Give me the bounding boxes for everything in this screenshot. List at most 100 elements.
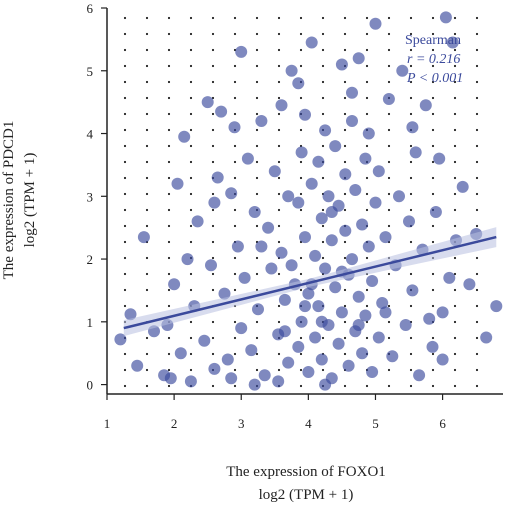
grid-dot [299,256,303,260]
grid-dot [233,32,237,36]
grid-dot [365,288,369,292]
grid-dot [387,288,391,292]
scatter-point [319,124,332,137]
scatter-point [171,177,184,190]
scatter-point [325,206,338,218]
scatter-point [456,180,469,193]
grid-dot [211,256,215,260]
scatter-point [439,11,452,24]
grid-dot [431,112,435,116]
x-tick-label: 5 [372,416,379,431]
grid-dot [211,80,215,84]
grid-dot [453,48,457,52]
grid-dot [189,320,193,324]
x-tick-label: 3 [238,416,245,431]
grid-dot [189,224,193,228]
grid-dot [387,128,391,132]
grid-dot [365,64,369,68]
grid-dot [189,128,193,132]
grid-dot [387,144,391,148]
grid-dot [123,208,127,212]
grid-dot [321,208,325,212]
grid-dot [431,336,435,340]
trend-line [123,235,497,330]
grid-dot [145,176,149,180]
grid-dot [255,256,259,260]
scatter-point [379,306,392,319]
grid-dot [409,96,413,100]
grid-dot [233,352,237,356]
scatter-point [372,331,385,344]
grid-dot [409,16,413,20]
scatter-point [164,372,177,385]
grid-dot [167,112,171,116]
grid-dot [167,208,171,212]
grid-dot [387,112,391,116]
scatter-point [299,108,311,121]
grid-dot [299,32,303,36]
scatter-point [315,315,328,328]
grid-dot [365,336,369,340]
grid-dot [387,16,391,20]
scatter-point [315,353,328,366]
grid-dot [365,48,369,52]
scatter-point [346,115,358,127]
grid-dot [409,112,413,116]
scatter-point [191,215,204,228]
grid-dot [233,256,237,260]
grid-dot [343,80,347,84]
grid-dot [167,336,171,340]
grid-dot [145,160,149,164]
grid-dot [145,224,149,228]
scatter-point [211,171,224,184]
grid-dot [475,64,479,68]
scatter-point [252,303,264,316]
scatter-point [225,187,238,200]
grid-dot [189,160,193,164]
grid-dot [453,288,457,292]
grid-dot [277,368,281,372]
grid-dot [123,288,127,292]
grid-dot [409,32,413,36]
grid-dot [277,32,281,36]
grid-dot [211,224,215,228]
y-tick-label: 6 [87,1,94,16]
scatter-point [312,300,325,313]
scatter-point [262,221,275,234]
grid-dot [387,64,391,68]
scatter-point [218,287,231,300]
grid-dot [321,256,325,260]
grid-dot [453,224,457,228]
grid-dot [233,272,237,276]
grid-dot [475,32,479,36]
grid-dot [211,16,215,20]
scatter-point [241,152,254,165]
grid-dot [145,96,149,100]
grid-dot [211,288,215,292]
grid-dot [255,144,259,148]
grid-dot [299,208,303,212]
grid-dot [145,48,149,52]
grid-dot [189,32,193,36]
grid-dot [123,368,127,372]
grid-dot [365,208,369,212]
scatter-point [399,319,412,331]
scatter-point [221,353,234,366]
scatter-point [205,259,217,272]
grid-dot [387,272,391,276]
grid-dot [475,272,479,276]
grid-dot [365,304,369,308]
grid-dot [211,352,215,356]
scatter-point [178,130,191,143]
grid-dot [277,224,281,228]
grid-dot [233,336,237,340]
grid-dot [145,32,149,36]
grid-dot [167,352,171,356]
scatter-point [403,215,415,228]
grid-dot [475,256,479,260]
grid-dot [431,160,435,164]
scatter-point [423,312,436,325]
grid-dot [277,208,281,212]
grid-dot [167,304,171,308]
grid-dot [233,208,237,212]
